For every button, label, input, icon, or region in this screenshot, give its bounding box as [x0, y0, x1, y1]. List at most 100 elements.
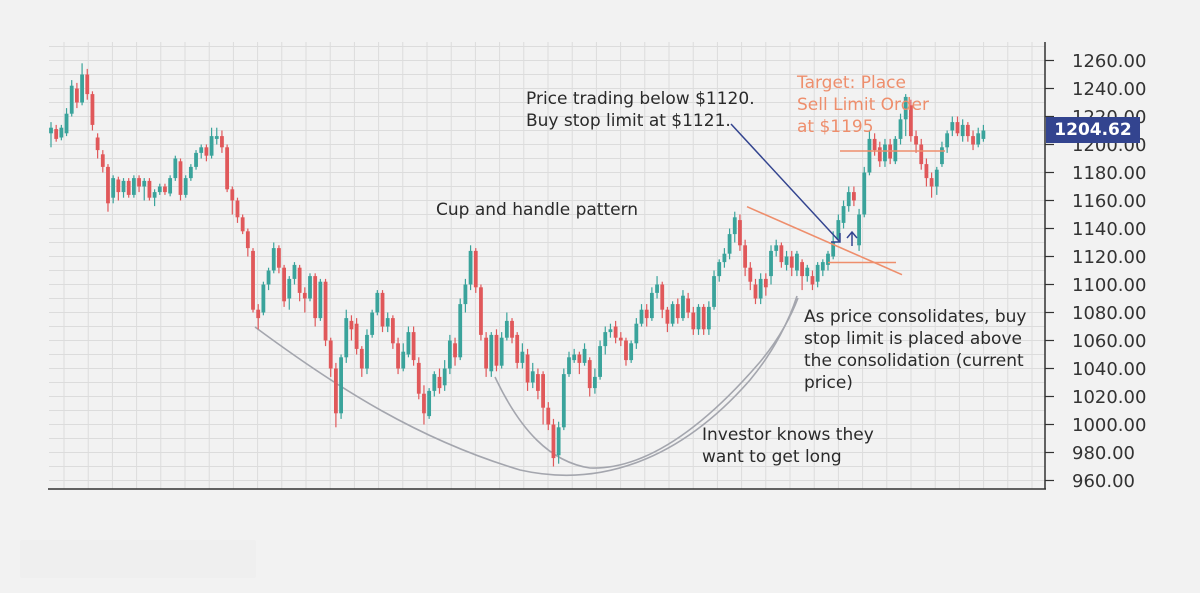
candle: [582, 343, 587, 366]
candle-body: [194, 152, 198, 167]
candle: [681, 290, 685, 321]
candle-body: [396, 343, 400, 369]
candle-body: [468, 250, 473, 285]
candle-body: [655, 284, 659, 293]
candle: [225, 144, 230, 193]
candle-body: [624, 340, 628, 361]
candle-body: [54, 129, 59, 139]
candle: [230, 186, 235, 215]
candle: [173, 155, 178, 181]
candle-body: [567, 357, 571, 375]
candle: [277, 245, 281, 274]
candle-body: [49, 127, 53, 134]
candle-body: [960, 124, 965, 137]
candle: [489, 332, 494, 377]
candle-body: [147, 180, 152, 198]
candle-body: [862, 172, 867, 215]
candle-body: [116, 179, 121, 193]
candle-body: [427, 390, 432, 417]
y-tick-label: 1180.00: [1072, 163, 1146, 184]
candle: [137, 175, 141, 193]
candle: [116, 176, 121, 201]
candle-body: [199, 147, 204, 153]
candle: [758, 273, 763, 305]
candle-body: [334, 368, 338, 414]
candle: [504, 312, 509, 341]
candle: [422, 385, 426, 425]
candle-body: [727, 234, 732, 254]
y-tick-label: 1080.00: [1072, 303, 1146, 324]
candle: [131, 175, 136, 198]
candle-body: [515, 334, 520, 363]
candle: [432, 371, 437, 397]
candle: [561, 368, 566, 431]
candle-body: [313, 276, 318, 319]
candle-body: [665, 309, 670, 324]
candle: [748, 262, 753, 291]
price-axis: 1260.001240.001220.001200.001180.001160.…: [48, 42, 1146, 492]
candle-body: [163, 186, 167, 193]
candle-body: [251, 250, 255, 310]
annotation-consolidation-line-3: the consolidation (current: [804, 351, 1024, 371]
candle: [308, 273, 312, 302]
candle-body: [701, 306, 706, 330]
candle: [613, 320, 618, 344]
candle: [924, 158, 929, 187]
y-tick-label: 960.00: [1072, 471, 1135, 492]
candle: [940, 141, 944, 167]
candle-body: [173, 158, 178, 179]
candle: [779, 242, 784, 268]
candle-body: [639, 309, 644, 324]
candle: [147, 178, 152, 201]
candle-body: [738, 220, 742, 246]
candle-body: [717, 262, 722, 277]
candle: [546, 402, 551, 431]
candle-body: [504, 320, 509, 338]
candle: [163, 183, 167, 195]
candle-body: [256, 309, 261, 319]
annotation-target: Target: Place Sell Limit Order at $1195: [797, 72, 929, 138]
candle-body: [945, 133, 950, 148]
candle-body: [857, 214, 861, 246]
candle: [468, 245, 473, 291]
annotation-target-line-3: at $1195: [797, 117, 874, 137]
candle-body: [59, 127, 64, 138]
grid: [49, 42, 1045, 489]
candle: [608, 323, 613, 338]
candle-body: [214, 136, 219, 139]
candle: [696, 304, 701, 335]
candle: [639, 304, 644, 327]
candle-body: [499, 337, 504, 366]
candle-body: [142, 180, 147, 187]
candle: [240, 214, 245, 235]
candle-body: [903, 96, 908, 120]
candle-body: [370, 312, 375, 335]
candle-body: [924, 164, 929, 179]
candle: [344, 309, 349, 363]
annotation-consolidation-line-2: stop limit is placed above: [804, 329, 1022, 349]
annotation-investor-line-2: want to get long: [702, 447, 842, 467]
annotation-consolidation-line-4: price): [804, 373, 853, 393]
candle: [717, 259, 722, 282]
candle: [810, 270, 815, 291]
candle: [593, 368, 597, 394]
candle-body: [328, 340, 333, 369]
candle: [701, 304, 706, 335]
candle-body: [753, 284, 758, 299]
candle-body: [406, 332, 411, 355]
candle: [572, 348, 577, 363]
candle: [929, 172, 934, 198]
candle: [261, 281, 266, 316]
candle: [302, 287, 307, 313]
candle-body: [598, 346, 602, 377]
candle: [981, 124, 986, 142]
candle-body: [75, 88, 79, 103]
candle-body: [929, 178, 934, 187]
candle-body: [603, 332, 608, 347]
annotation-trigger: Price trading below $1120. Buy stop limi…: [526, 88, 755, 132]
candle-body: [536, 374, 540, 391]
candle-body: [484, 337, 489, 369]
candle-body: [287, 278, 292, 299]
candle: [499, 332, 504, 369]
